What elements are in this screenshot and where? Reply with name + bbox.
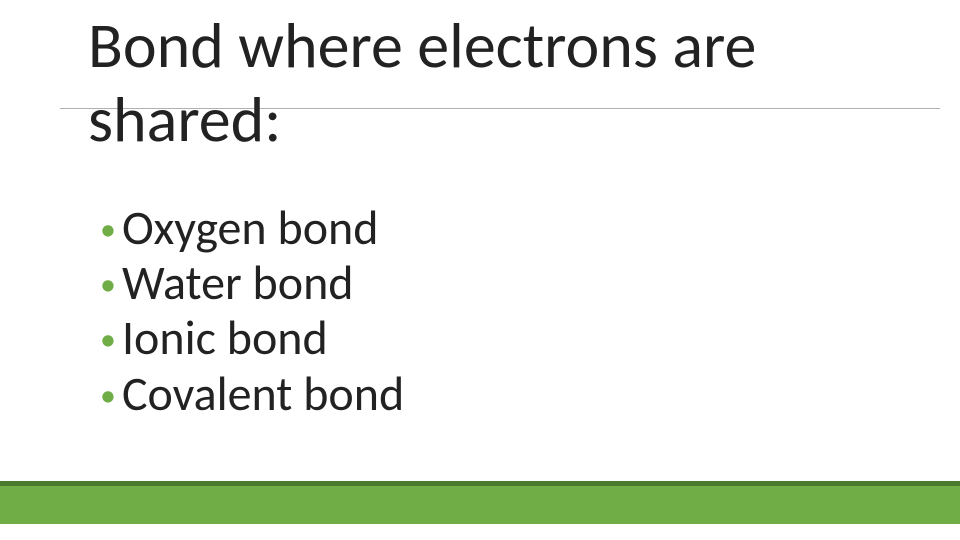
footer-bar <box>0 486 960 524</box>
list-item: • Ionic bond <box>100 310 404 365</box>
bullet-list: • Oxygen bond • Water bond • Ionic bond … <box>100 200 404 421</box>
bullet-icon: • <box>100 269 116 301</box>
list-item: • Covalent bond <box>100 366 404 421</box>
list-item: • Oxygen bond <box>100 200 404 255</box>
slide-title: Bond where electrons are shared: <box>88 10 920 157</box>
bullet-label: Ionic bond <box>122 310 328 365</box>
bullet-label: Water bond <box>122 255 354 310</box>
bullet-icon: • <box>100 380 116 412</box>
title-block: Bond where electrons are shared: <box>88 10 920 157</box>
list-item: • Water bond <box>100 255 404 310</box>
bullet-icon: • <box>100 324 116 356</box>
bullet-icon: • <box>100 214 116 246</box>
bullet-label: Oxygen bond <box>122 200 379 255</box>
bullet-label: Covalent bond <box>122 366 404 421</box>
